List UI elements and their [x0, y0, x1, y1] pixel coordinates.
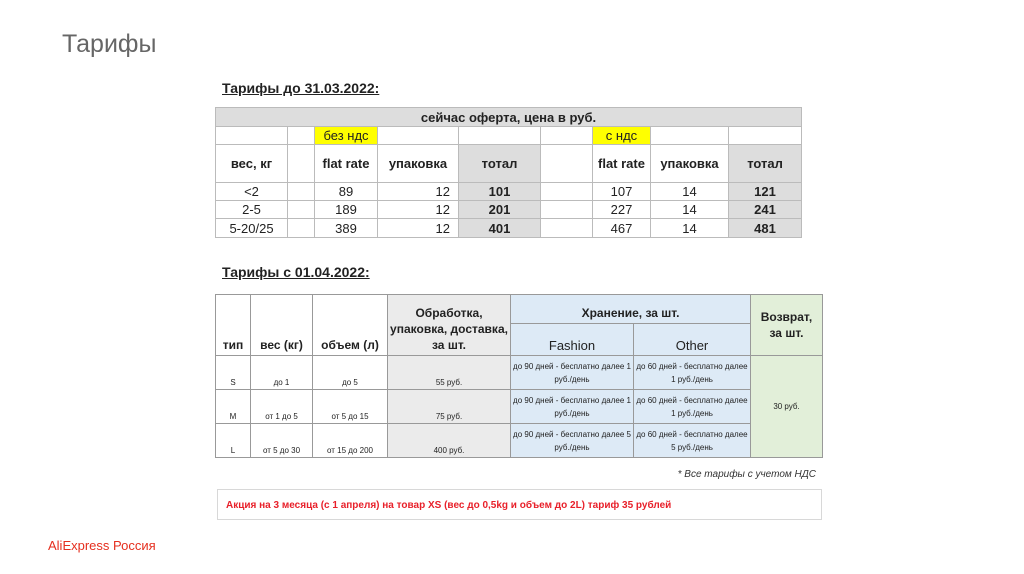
header-weight: вес (кг)	[250, 294, 313, 356]
weight: до 1	[250, 355, 313, 390]
weight: <2	[215, 182, 288, 201]
fashion-storage: до 90 дней - бесплатно далее 1 руб./день	[510, 389, 634, 424]
weight: от 5 до 30	[250, 423, 313, 458]
pack: 12	[377, 182, 459, 201]
total: 401	[458, 218, 541, 238]
price: 400 руб.	[387, 423, 511, 458]
table-caption: сейчас оферта, цена в руб.	[214, 107, 803, 127]
pack-vat: 14	[650, 200, 729, 219]
promo-banner: Акция на 3 месяца (с 1 апреля) на товар …	[217, 489, 822, 520]
volume: до 5	[312, 355, 388, 390]
fashion-storage: до 90 дней - бесплатно далее 1 руб./день	[510, 355, 634, 390]
header-fashion: Fashion	[510, 323, 634, 356]
vat-note: * Все тарифы с учетом НДС	[677, 469, 816, 480]
old-tariffs-table: сейчас оферта, цена в руб. без ндс с ндс …	[214, 107, 803, 238]
header-return: Возврат, за шт.	[750, 294, 823, 356]
other-storage: до 60 дней - бесплатно далее 1 руб./день	[633, 389, 751, 424]
header-flat-rate: flat rate	[314, 144, 378, 183]
type: S	[215, 355, 251, 390]
pack-vat: 14	[650, 218, 729, 238]
weight: от 1 до 5	[250, 389, 313, 424]
pack-vat: 14	[650, 182, 729, 201]
brand-logo: AliExpress Россия	[48, 538, 156, 553]
header-weight: вес, кг	[215, 144, 288, 183]
flat-rate-vat: 467	[592, 218, 651, 238]
header-processing: Обработка, упаковка, доставка, за шт.	[387, 294, 511, 356]
header-volume: объем (л)	[312, 294, 388, 356]
new-tariffs-heading: Тарифы с 01.04.2022:	[222, 264, 370, 280]
vat-label: с ндс	[592, 126, 651, 145]
flat-rate: 389	[314, 218, 378, 238]
header-total-vat: тотал	[727, 144, 803, 183]
flat-rate: 189	[314, 200, 378, 219]
price: 55 руб.	[387, 355, 511, 390]
table-row: 5-20/25 389 12 401 467 14 481	[215, 218, 803, 238]
flat-rate-vat: 107	[592, 182, 651, 201]
header-type: тип	[215, 294, 251, 356]
header-pack: упаковка	[377, 144, 459, 183]
total: 201	[458, 200, 541, 219]
weight: 2-5	[215, 200, 288, 219]
flat-rate-vat: 227	[592, 200, 651, 219]
slide-title: Тарифы	[62, 30, 157, 58]
header-flat-rate-vat: flat rate	[592, 144, 651, 183]
other-storage: до 60 дней - бесплатно далее 1 руб./день	[633, 355, 751, 390]
flat-rate: 89	[314, 182, 378, 201]
old-tariffs-heading: Тарифы до 31.03.2022:	[222, 80, 380, 96]
pack: 12	[377, 200, 459, 219]
type: M	[215, 389, 251, 424]
return-price: 30 руб.	[750, 355, 823, 458]
header-other: Other	[633, 323, 751, 356]
weight: 5-20/25	[215, 218, 288, 238]
volume: от 15 до 200	[312, 423, 388, 458]
total-vat: 481	[727, 218, 803, 238]
header-total: тотал	[458, 144, 541, 183]
other-storage: до 60 дней - бесплатно далее 5 руб./день	[633, 423, 751, 458]
total-vat: 121	[727, 182, 803, 201]
fashion-storage: до 90 дней - бесплатно далее 5 руб./день	[510, 423, 634, 458]
table-row: 2-5 189 12 201 227 14 241	[215, 200, 803, 219]
new-tariffs-table: тип вес (кг) объем (л) Обработка, упаковка,…	[215, 294, 823, 458]
price: 75 руб.	[387, 389, 511, 424]
table-row: <2 89 12 101 107 14 121	[215, 182, 803, 201]
header-pack-vat: упаковка	[650, 144, 729, 183]
volume: от 5 до 15	[312, 389, 388, 424]
total: 101	[458, 182, 541, 201]
header-storage: Хранение, за шт.	[510, 294, 751, 324]
type: L	[215, 423, 251, 458]
total-vat: 241	[727, 200, 803, 219]
no-vat-label: без ндс	[314, 126, 378, 145]
pack: 12	[377, 218, 459, 238]
